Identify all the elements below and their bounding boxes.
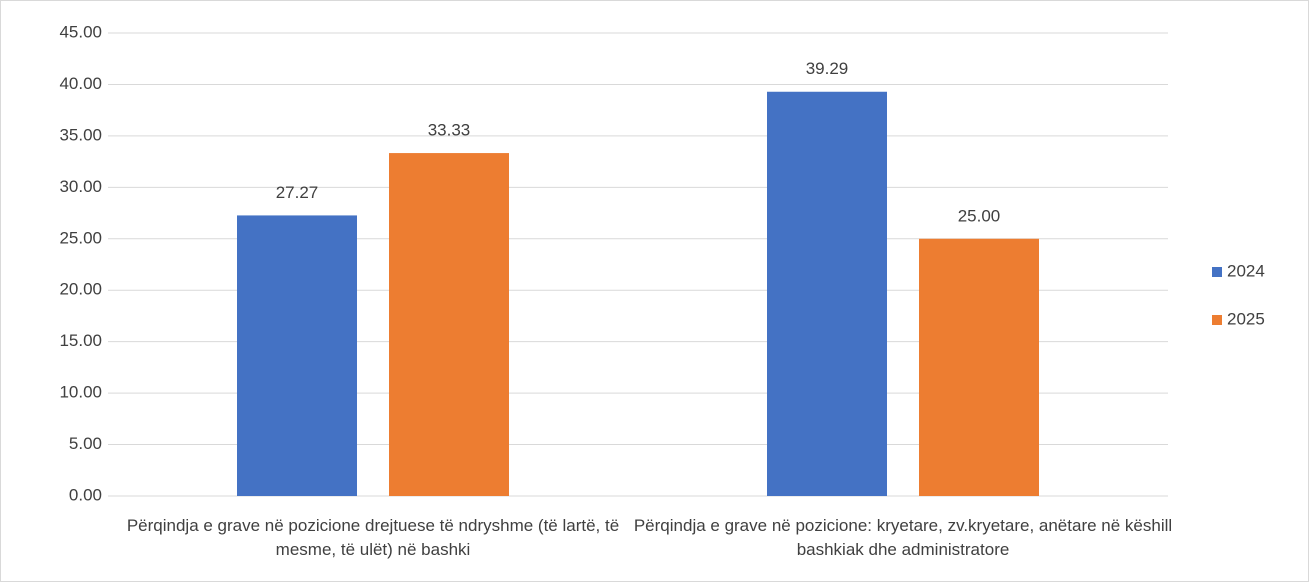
y-tick-label: 15.00 xyxy=(59,331,102,350)
x-tick-label: Përqindja e grave në pozicione drejtuese… xyxy=(126,516,620,559)
x-tick-label: Përqindja e grave në pozicione: kryetare… xyxy=(633,516,1173,559)
data-label: 25.00 xyxy=(958,206,1001,225)
legend-label: 2025 xyxy=(1227,309,1265,328)
bar xyxy=(767,91,887,496)
bar xyxy=(919,238,1039,496)
data-label: 39.29 xyxy=(806,59,849,78)
legend-swatch xyxy=(1212,267,1222,277)
y-tick-label: 45.00 xyxy=(59,22,102,41)
bar xyxy=(389,153,509,496)
y-tick-label: 30.00 xyxy=(59,177,102,196)
legend-label: 2024 xyxy=(1227,261,1265,280)
y-tick-label: 20.00 xyxy=(59,280,102,299)
data-label: 33.33 xyxy=(428,121,471,140)
y-tick-label: 35.00 xyxy=(59,125,102,144)
data-label: 27.27 xyxy=(276,183,319,202)
y-tick-label: 0.00 xyxy=(69,485,102,504)
y-tick-label: 25.00 xyxy=(59,228,102,247)
y-tick-label: 10.00 xyxy=(59,383,102,402)
y-tick-label: 40.00 xyxy=(59,74,102,93)
legend-swatch xyxy=(1212,315,1222,325)
y-tick-label: 5.00 xyxy=(69,434,102,453)
bar xyxy=(237,215,357,496)
